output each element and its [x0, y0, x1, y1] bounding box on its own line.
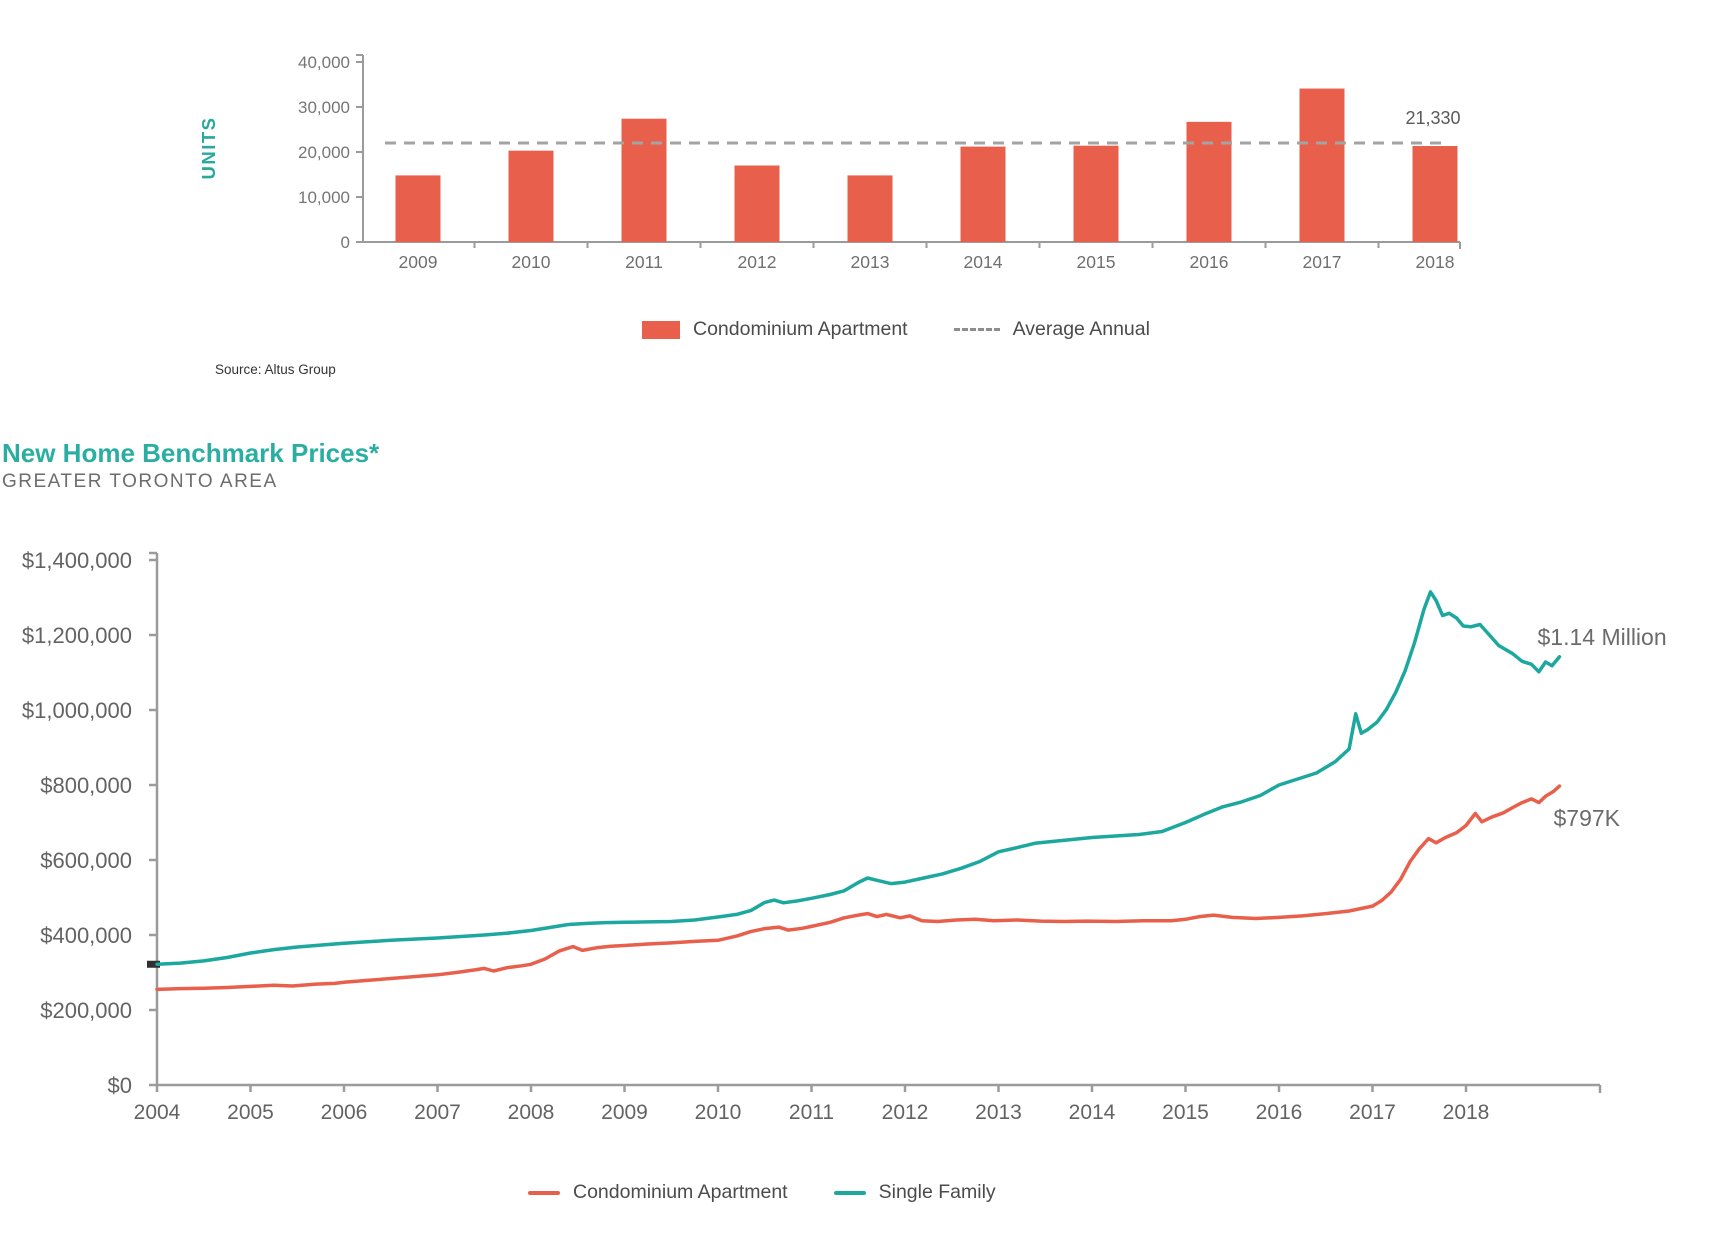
svg-text:2012: 2012: [882, 1101, 929, 1124]
source-note: Source: Altus Group: [215, 362, 336, 377]
svg-text:$1,000,000: $1,000,000: [22, 698, 132, 723]
svg-text:2004: 2004: [134, 1101, 181, 1124]
svg-text:2009: 2009: [399, 252, 438, 272]
benchmark-prices-line-chart: $0 $200,000 $400,000 $600,000 $800,000 $1,000…: [22, 548, 1667, 1124]
svg-text:2016: 2016: [1256, 1101, 1303, 1124]
svg-text:21,330: 21,330: [1405, 108, 1460, 128]
svg-text:20,000: 20,000: [298, 143, 350, 162]
svg-text:2013: 2013: [975, 1101, 1022, 1124]
condominium-apartment-line-label: Condominium Apartment: [573, 1181, 788, 1203]
single-family-line-swatch: [833, 1190, 866, 1195]
svg-text:2005: 2005: [227, 1101, 274, 1124]
svg-text:2017: 2017: [1303, 252, 1342, 272]
completions-bar-chart: 0 10,000 20,000 30,000 40,000 2009 2010 2011 201…: [198, 53, 1461, 272]
svg-text:2015: 2015: [1077, 252, 1116, 272]
svg-text:2009: 2009: [601, 1101, 648, 1124]
svg-text:$797K: $797K: [1554, 805, 1621, 831]
svg-text:2006: 2006: [321, 1101, 368, 1124]
svg-text:2017: 2017: [1349, 1101, 1396, 1124]
svg-text:$400,000: $400,000: [40, 923, 132, 948]
price-chart-title: New Home Benchmark Prices*: [2, 438, 380, 468]
single-family-line-label: Single Family: [878, 1181, 996, 1203]
svg-text:$1,200,000: $1,200,000: [22, 623, 132, 648]
price-chart-subtitle: GREATER TORONTO AREA: [2, 471, 278, 492]
svg-text:2018: 2018: [1443, 1101, 1490, 1124]
svg-text:2015: 2015: [1162, 1101, 1209, 1124]
svg-text:$1,400,000: $1,400,000: [22, 548, 132, 573]
svg-text:$0: $0: [108, 1073, 132, 1098]
svg-text:2010: 2010: [512, 252, 551, 272]
condominium-apartment-line-swatch: [528, 1190, 560, 1195]
svg-text:$800,000: $800,000: [40, 773, 132, 798]
average-annual-dash-swatch: [953, 328, 1000, 331]
svg-text:30,000: 30,000: [298, 98, 350, 117]
svg-text:2014: 2014: [1069, 1101, 1116, 1124]
bar-chart-legend: Condominium Apartment Average Annual: [642, 318, 1150, 341]
condominium-apartment-legend-label: Condominium Apartment: [693, 318, 908, 340]
svg-text:2011: 2011: [625, 252, 663, 272]
svg-text:$200,000: $200,000: [40, 998, 132, 1023]
svg-text:UNITS: UNITS: [198, 117, 219, 180]
svg-text:2016: 2016: [1190, 252, 1229, 272]
svg-text:2013: 2013: [851, 252, 890, 272]
svg-text:$600,000: $600,000: [40, 848, 132, 873]
svg-text:40,000: 40,000: [298, 53, 350, 72]
line-chart-legend: Condominium Apartment Single Family: [528, 1181, 996, 1204]
condominium-apartment-legend-swatch: [642, 320, 680, 339]
svg-text:0: 0: [341, 233, 350, 252]
svg-text:2018: 2018: [1416, 252, 1455, 272]
svg-text:2010: 2010: [695, 1101, 742, 1124]
svg-text:10,000: 10,000: [298, 188, 350, 207]
svg-text:$1.14 Million: $1.14 Million: [1538, 624, 1667, 650]
svg-text:2011: 2011: [789, 1101, 834, 1124]
average-annual-legend-label: Average Annual: [1012, 318, 1150, 340]
svg-text:2007: 2007: [414, 1101, 461, 1124]
svg-text:2008: 2008: [508, 1101, 555, 1124]
svg-text:2014: 2014: [964, 252, 1003, 272]
svg-text:2012: 2012: [738, 252, 777, 272]
